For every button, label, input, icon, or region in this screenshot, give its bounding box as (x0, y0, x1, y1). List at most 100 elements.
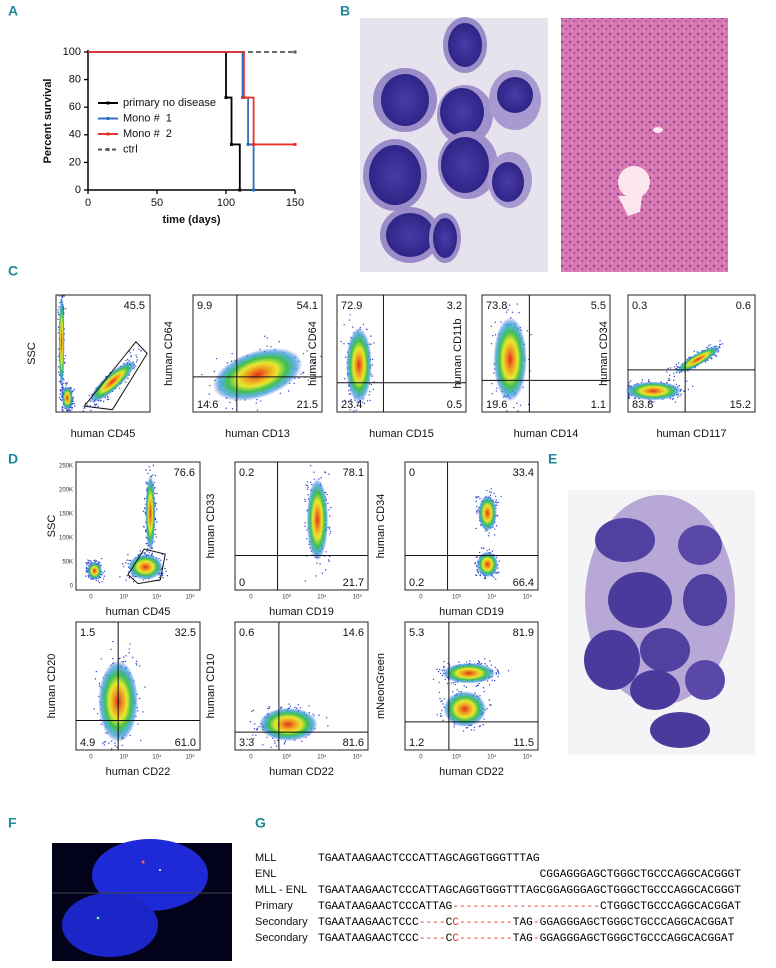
panel-label: G (255, 815, 266, 831)
event-dot (74, 405, 76, 407)
event-dot (706, 346, 708, 349)
event-dot (488, 684, 491, 686)
event-dot (128, 559, 130, 562)
event-dot (59, 393, 62, 395)
event-dot (278, 340, 280, 343)
event-dot (304, 500, 307, 502)
flow-plot: 72.9 3.2 23.4 0.5 human CD64 human CD15 (307, 294, 467, 440)
event-dot (136, 356, 138, 358)
quadrant-value: 0.2 (409, 577, 424, 589)
event-dot (370, 343, 372, 345)
event-dot (307, 486, 309, 489)
event-dot (491, 382, 493, 385)
event-dot (299, 707, 302, 709)
event-dot (350, 400, 352, 402)
x-tick-label: 0 (249, 755, 253, 761)
y-tick-label: 0 (75, 184, 81, 196)
event-dot (209, 384, 211, 387)
event-dot (87, 562, 89, 564)
plot-frame (404, 461, 539, 591)
event-dot (673, 375, 676, 378)
event-dot (518, 312, 520, 314)
event-dot (101, 581, 103, 583)
event-dot (135, 662, 137, 665)
event-dot (482, 687, 485, 689)
event-dot (329, 530, 332, 533)
event-dot (479, 574, 482, 577)
x-tick-label: 10⁵ (353, 594, 363, 601)
event-dot (483, 718, 485, 720)
y-axis-label: mNeonGreen (375, 653, 387, 719)
flow-plot: 9.9 54.1 14.6 21.5 human CD64 human CD13 (163, 294, 323, 440)
event-dot (124, 381, 127, 383)
event-dot (256, 728, 259, 731)
event-dot (628, 395, 630, 397)
event-dot (95, 670, 98, 673)
event-dot (129, 352, 131, 354)
event-dot (343, 343, 345, 345)
event-dot (306, 538, 308, 540)
event-dot (268, 707, 270, 709)
event-dot (66, 381, 68, 384)
sequence-segment: ---- (419, 917, 446, 929)
event-dot (495, 525, 498, 527)
event-dot (439, 672, 442, 675)
event-dot (369, 391, 371, 393)
event-dot (488, 532, 490, 534)
flow-plot: 45.5 SSC human CD45 (26, 294, 151, 440)
event-dot (478, 551, 481, 554)
event-dot (704, 361, 707, 363)
sequence-segment: TGAATAAGAACTCCC (318, 917, 419, 929)
event-dot (137, 710, 139, 712)
gate (83, 341, 148, 411)
event-dot (110, 648, 112, 651)
event-dot (153, 481, 155, 484)
x-tick-label: 10⁴ (487, 594, 497, 601)
event-dot (89, 404, 91, 407)
event-dot (475, 574, 478, 577)
event-dot (144, 511, 146, 513)
event-dot (98, 682, 101, 685)
event-dot (495, 499, 497, 501)
quadrant-value: 61.0 (175, 737, 196, 749)
event-dot (465, 727, 468, 729)
event-dot (475, 685, 478, 688)
event-dot (61, 387, 64, 390)
event-dot (324, 569, 327, 571)
event-dot (155, 508, 158, 510)
event-dot (140, 349, 142, 352)
event-dot (312, 713, 314, 716)
event-dot (507, 309, 509, 311)
y-axis-label: SSC (46, 515, 58, 538)
fish-image (52, 839, 232, 961)
event-dot (201, 373, 203, 376)
event-dot (441, 715, 443, 717)
event-dot (494, 501, 497, 503)
event-dot (490, 488, 492, 490)
event-dot (313, 478, 315, 480)
plot-frame (234, 461, 369, 591)
sequence-segment: C (446, 917, 453, 929)
event-dot (85, 562, 87, 564)
event-dot (496, 400, 499, 402)
event-dot (302, 372, 305, 374)
event-dot (112, 657, 114, 660)
event-dot (95, 560, 98, 562)
event-dot (154, 474, 157, 477)
event-dot (490, 343, 493, 345)
event-dot (479, 497, 481, 500)
row-label: Secondary (255, 932, 308, 944)
event-dot (143, 498, 146, 500)
event-dot (675, 383, 678, 386)
event-dot (530, 333, 532, 336)
event-dot (475, 556, 477, 559)
event-dot (480, 547, 483, 549)
event-dot (138, 665, 141, 667)
x-axis-label: human CD14 (514, 428, 579, 440)
x-axis-label: human CD22 (269, 766, 334, 778)
x-tick-label: 10³ (452, 595, 461, 601)
event-dot (318, 714, 320, 716)
event-dot (480, 663, 483, 665)
y-axis-label: human CD33 (205, 494, 217, 559)
x-tick-label: 10⁴ (487, 754, 497, 761)
